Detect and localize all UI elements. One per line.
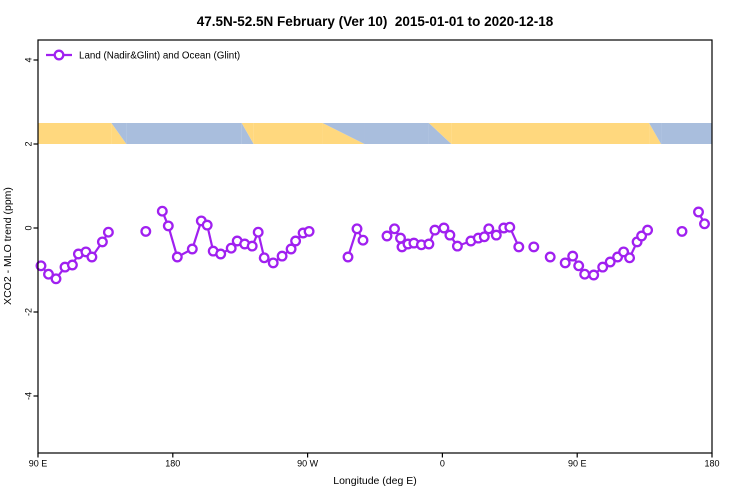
x-tick-label: 180 <box>165 459 180 469</box>
y-axis-ticks: 4 2 0 -2 -4 <box>24 57 38 400</box>
data-point <box>642 224 654 236</box>
data-point <box>604 256 616 268</box>
land-ocean-band <box>38 123 712 144</box>
data-point <box>276 250 288 262</box>
data-point <box>246 240 258 252</box>
data-point <box>156 205 168 217</box>
plot-frame <box>37 39 713 454</box>
band-segment-land <box>451 123 650 144</box>
data-point <box>258 252 270 264</box>
data-point <box>102 226 114 238</box>
data-point <box>504 221 516 233</box>
band-segment-coast <box>241 123 254 144</box>
y-tick-label: 0 <box>24 225 34 230</box>
data-point <box>290 235 302 247</box>
data-point <box>513 241 525 253</box>
band-segment-coast <box>649 123 662 144</box>
data-point <box>303 225 315 237</box>
data-point <box>579 268 591 280</box>
data-point <box>50 273 62 285</box>
y-tick-label: -4 <box>24 392 34 400</box>
data-point <box>66 259 78 271</box>
band-segment-land <box>253 123 323 144</box>
data-point <box>171 251 183 263</box>
data-point <box>357 234 369 246</box>
band-segment-ocean <box>364 123 429 144</box>
data-point <box>429 224 441 236</box>
band-segment-coast <box>322 123 365 144</box>
data-point <box>444 229 456 241</box>
band-segment-coast <box>111 123 127 144</box>
band-segment-ocean <box>126 123 242 144</box>
data-point <box>478 231 490 243</box>
data-point <box>201 219 213 231</box>
data-point <box>483 223 495 235</box>
data-point <box>693 206 704 218</box>
data-point <box>573 260 585 272</box>
data-point <box>252 226 264 238</box>
legend-marker-icon <box>53 49 65 61</box>
y-tick-label: 4 <box>24 57 34 62</box>
data-point <box>267 257 279 269</box>
data-point <box>351 223 363 235</box>
data-point <box>699 218 710 230</box>
x-axis-title: Longitude (deg E) <box>333 475 416 487</box>
data-point <box>559 257 571 269</box>
data-point <box>342 251 354 263</box>
data-point <box>676 225 688 237</box>
legend-label: Land (Nadir&Glint) and Ocean (Glint) <box>79 51 240 62</box>
data-point <box>43 268 54 280</box>
legend: Land (Nadir&Glint) and Ocean (Glint) <box>46 49 240 62</box>
band-segment-coast <box>428 123 452 144</box>
data-point <box>567 250 579 262</box>
data-point <box>528 241 540 253</box>
x-tick-label: 90 E <box>29 459 48 469</box>
data-point <box>186 243 198 255</box>
data-point <box>624 252 636 264</box>
data-point <box>451 240 463 252</box>
x-tick-label: 0 <box>440 459 445 469</box>
data-point <box>588 269 600 281</box>
y-tick-label: -2 <box>24 308 34 316</box>
data-point <box>35 260 47 272</box>
band-segment-coast <box>428 123 452 144</box>
x-tick-label: 90 E <box>568 459 587 469</box>
chart-title: 47.5N-52.5N February (Ver 10) 2015-01-01… <box>197 14 554 29</box>
data-point <box>597 261 609 273</box>
band-segment-coast <box>322 123 365 144</box>
data-point <box>423 238 435 250</box>
data-series <box>35 205 710 285</box>
data-point <box>381 230 393 242</box>
data-point <box>86 251 98 263</box>
x-tick-label: 90 W <box>297 459 319 469</box>
data-point <box>544 251 556 263</box>
x-tick-label: 180 <box>704 459 719 469</box>
y-axis-title: XCO2 - MLO trend (ppm) <box>2 187 14 305</box>
data-point <box>438 222 450 234</box>
x-axis-ticks: 90 E 180 90 W 0 90 E 180 <box>29 453 720 469</box>
data-point <box>285 243 297 255</box>
y-tick-label: 2 <box>24 141 34 146</box>
band-segment-ocean <box>661 123 712 144</box>
band-segment-coast <box>111 123 127 144</box>
band-segment-coast <box>649 123 662 144</box>
data-point <box>225 242 237 254</box>
band-segment-land <box>38 123 112 144</box>
data-point <box>96 236 108 248</box>
data-point <box>215 248 227 260</box>
data-point <box>389 223 400 235</box>
data-point <box>490 229 502 241</box>
data-point <box>162 220 174 232</box>
data-point <box>140 225 152 237</box>
